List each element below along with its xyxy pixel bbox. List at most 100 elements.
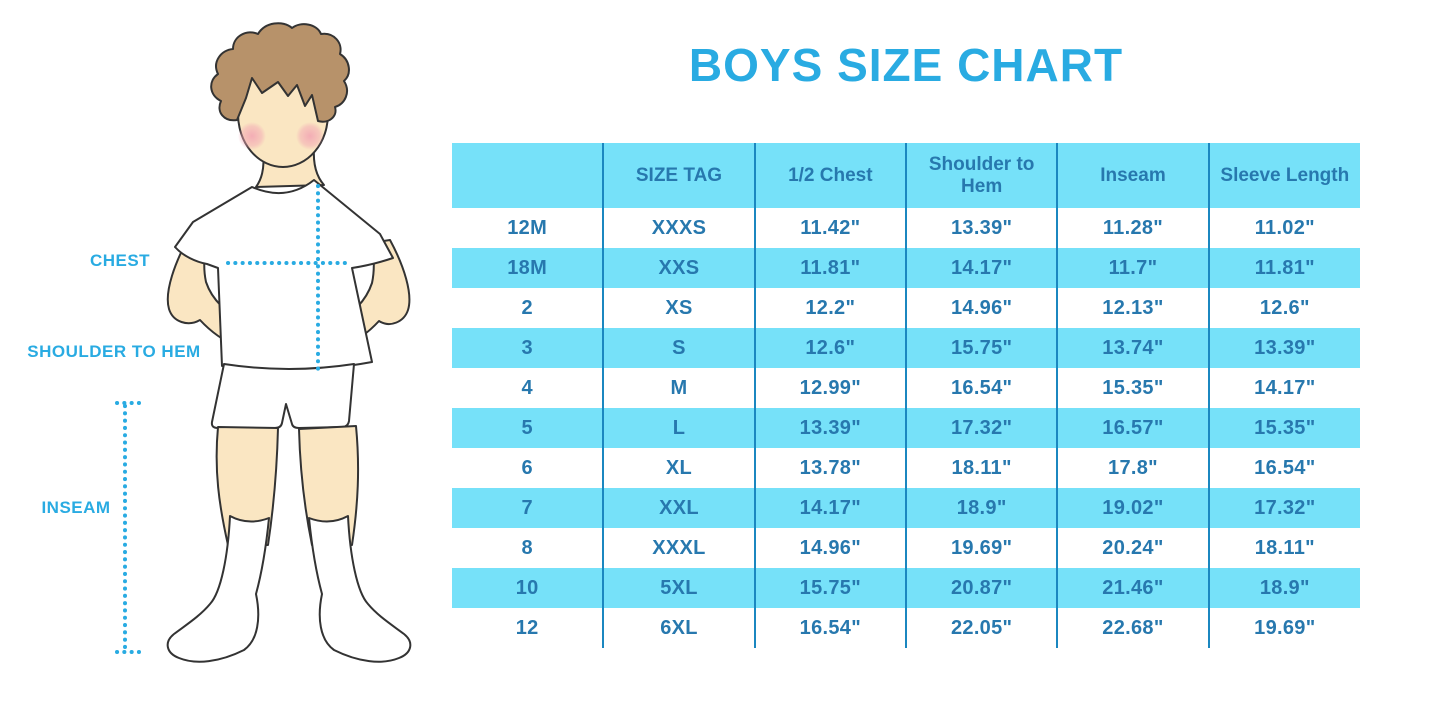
- right-blush: [296, 122, 324, 150]
- shoulder-to-hem-label: SHOULDER TO HEM: [27, 342, 201, 361]
- measurement-cell: 11.81": [1207, 248, 1360, 288]
- size-label-cell: 12: [515, 616, 539, 639]
- size-table-head: SIZE TAG 1/2 Chest Shoulder to Hem Inseam Sl…: [452, 143, 1360, 208]
- measurement-cell: 20.87": [904, 568, 1058, 608]
- measurement-cell: 18.11": [904, 448, 1058, 488]
- table-row: 6 XL 13.78" 18.11" 17.8" 16.54": [452, 448, 1360, 488]
- measurement-cell: 21.46": [1056, 568, 1209, 608]
- column-header: 1/2 Chest: [753, 143, 906, 208]
- measurement-cell: M: [602, 368, 755, 408]
- measurement-cell: 22.05": [904, 608, 1058, 648]
- measurement-cell: 14.17": [1207, 368, 1360, 408]
- size-label-cell: 6: [521, 456, 533, 479]
- measurement-cell: 15.75": [753, 568, 906, 608]
- measurement-cell: XL: [602, 448, 755, 488]
- table-row: 8 XXXL 14.96" 19.69" 20.24" 18.11": [452, 528, 1360, 568]
- measurement-cell: 14.96": [904, 288, 1058, 328]
- measurement-cell: 17.8": [1056, 448, 1209, 488]
- measurement-cell: 15.35": [1056, 368, 1209, 408]
- measurement-cell: 13.39": [753, 408, 906, 448]
- measurement-cell: XXL: [602, 488, 755, 528]
- measurement-cell: 20.24": [1056, 528, 1209, 568]
- measurement-cell: 11.02": [1207, 208, 1360, 248]
- measurement-cell: 18.9": [904, 488, 1058, 528]
- measurement-cell: 18.11": [1207, 528, 1360, 568]
- right-leg-shape: [298, 425, 360, 546]
- table-row: 12 6XL 16.54" 22.05" 22.68" 19.69": [452, 608, 1360, 648]
- measurement-cell: 5XL: [602, 568, 755, 608]
- measurement-cell: 22.68": [1056, 608, 1209, 648]
- measurement-cell: 14.17": [753, 488, 906, 528]
- page-title: BOYS SIZE CHART: [688, 39, 1124, 91]
- measurement-cell: 6XL: [602, 608, 755, 648]
- measurement-cell: 13.78": [753, 448, 906, 488]
- size-label-cell: 2: [521, 296, 533, 319]
- boy-measurement-illustration: [115, 22, 412, 663]
- measurement-cell: 11.42": [753, 208, 906, 248]
- measurement-cell: 11.81": [753, 248, 906, 288]
- table-row: 7 XXL 14.17" 18.9" 19.02" 17.32": [452, 488, 1360, 528]
- table-row: 18M XXS 11.81" 14.17" 11.7" 11.81": [452, 248, 1360, 288]
- measurement-cell: 16.54": [904, 368, 1058, 408]
- column-header: SIZE TAG: [602, 143, 755, 208]
- size-label-cell: 10: [515, 576, 539, 599]
- measurement-cell: 12.99": [753, 368, 906, 408]
- measurement-cell: 16.54": [753, 608, 906, 648]
- header-cell-empty: [452, 143, 604, 208]
- measurement-cell: S: [602, 328, 755, 368]
- size-label-cell: 4: [521, 376, 533, 399]
- size-label-cell: 3: [521, 336, 533, 359]
- measurement-cell: 16.57": [1056, 408, 1209, 448]
- table-row: 10 5XL 15.75" 20.87" 21.46" 18.9": [452, 568, 1360, 608]
- measurement-cell: 19.69": [904, 528, 1058, 568]
- measurement-cell: 16.54": [1207, 448, 1360, 488]
- table-row: 2 XS 12.2" 14.96" 12.13" 12.6": [452, 288, 1360, 328]
- measurement-cell: 17.32": [1207, 488, 1360, 528]
- measurement-cell: 13.39": [904, 208, 1058, 248]
- measurement-cell: 14.96": [753, 528, 906, 568]
- size-table: SIZE TAG 1/2 Chest Shoulder to Hem Inseam Sl…: [452, 143, 1360, 648]
- table-row: 12M XXXS 11.42" 13.39" 11.28" 11.02": [452, 208, 1360, 248]
- measurement-cell: 18.9": [1207, 568, 1360, 608]
- size-label-cell: 18M: [507, 256, 548, 279]
- column-header: Shoulder to Hem: [904, 143, 1058, 208]
- left-sock-shape: [166, 515, 270, 663]
- measurement-cell: 12.6": [753, 328, 906, 368]
- measurement-cell: L: [602, 408, 755, 448]
- left-leg-shape: [215, 426, 279, 546]
- column-header: Inseam: [1056, 143, 1209, 208]
- measurement-cell: 19.02": [1056, 488, 1209, 528]
- measurement-cell: 13.74": [1056, 328, 1209, 368]
- measurement-cell: 19.69": [1207, 608, 1360, 648]
- size-table-container: SIZE TAG 1/2 Chest Shoulder to Hem Inseam Sl…: [452, 143, 1360, 648]
- column-header: Sleeve Length: [1207, 143, 1360, 208]
- table-row: 5 L 13.39" 17.32" 16.57" 15.35": [452, 408, 1360, 448]
- measurement-cell: 17.32": [904, 408, 1058, 448]
- measurement-cell: XXS: [602, 248, 755, 288]
- measurement-cell: 12.13": [1056, 288, 1209, 328]
- table-row: 3 S 12.6" 15.75" 13.74" 13.39": [452, 328, 1360, 368]
- header-row: SIZE TAG 1/2 Chest Shoulder to Hem Inseam Sl…: [452, 143, 1360, 208]
- size-table-body: 12M XXXS 11.42" 13.39" 11.28" 11.02" 18M XXS 11.…: [452, 208, 1360, 648]
- left-blush: [238, 122, 266, 150]
- measurement-cell: XXXL: [602, 528, 755, 568]
- table-row: 4 M 12.99" 16.54" 15.35" 14.17": [452, 368, 1360, 408]
- measurement-cell: 13.39": [1207, 328, 1360, 368]
- size-label-cell: 12M: [507, 216, 548, 239]
- measurement-cell: 12.6": [1207, 288, 1360, 328]
- chest-label: CHEST: [89, 251, 151, 270]
- measurement-cell: 11.28": [1056, 208, 1209, 248]
- measurement-cell: 14.17": [904, 248, 1058, 288]
- size-label-cell: 5: [521, 416, 533, 439]
- measurement-cell: XS: [602, 288, 755, 328]
- size-label-cell: 8: [521, 536, 533, 559]
- measurement-cell: 15.75": [904, 328, 1058, 368]
- measurement-cell: XXXS: [602, 208, 755, 248]
- right-sock-shape: [308, 515, 412, 663]
- shorts-shape: [210, 363, 355, 429]
- measurement-cell: 12.2": [753, 288, 906, 328]
- hair-shape: [210, 22, 350, 123]
- inseam-label: INSEAM: [41, 498, 111, 517]
- measurement-cell: 15.35": [1207, 408, 1360, 448]
